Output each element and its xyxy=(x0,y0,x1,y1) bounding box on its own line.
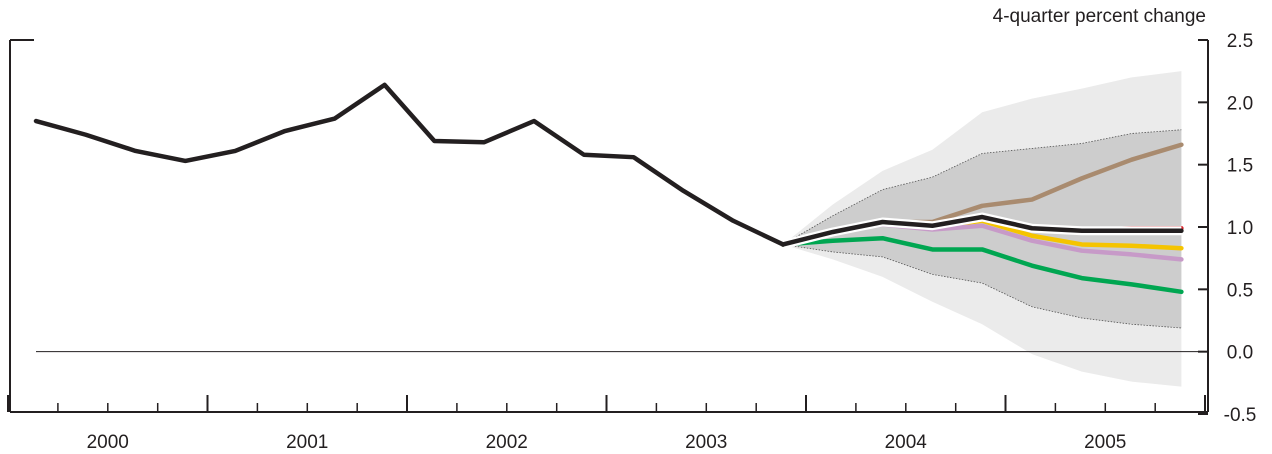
projection-line xyxy=(780,214,1184,247)
x-year-label: 2004 xyxy=(885,432,928,453)
fan-band-inner-lower-edge xyxy=(782,244,1182,329)
y-axis-unit-label: 4-quarter percent change xyxy=(992,6,1206,27)
y-tick-label: -0.5 xyxy=(1224,405,1257,426)
y-tick-label: 1.0 xyxy=(1227,218,1253,239)
projection-line xyxy=(780,235,1184,295)
fan-band-inner-upper-edge xyxy=(782,129,1182,245)
y-tick-label: 0.0 xyxy=(1227,343,1253,364)
y-tick-label: 2.0 xyxy=(1227,93,1253,114)
x-year-label: 2002 xyxy=(486,432,528,453)
historical-line xyxy=(33,82,786,247)
y-tick-label: 0.5 xyxy=(1227,280,1253,301)
y-tick-label: 1.5 xyxy=(1227,156,1253,177)
x-year-label: 2001 xyxy=(286,432,328,453)
x-year-label: 2003 xyxy=(685,432,727,453)
x-year-label: 2000 xyxy=(87,432,129,453)
y-tick-label: 2.5 xyxy=(1227,31,1253,52)
x-year-label: 2005 xyxy=(1084,432,1126,453)
